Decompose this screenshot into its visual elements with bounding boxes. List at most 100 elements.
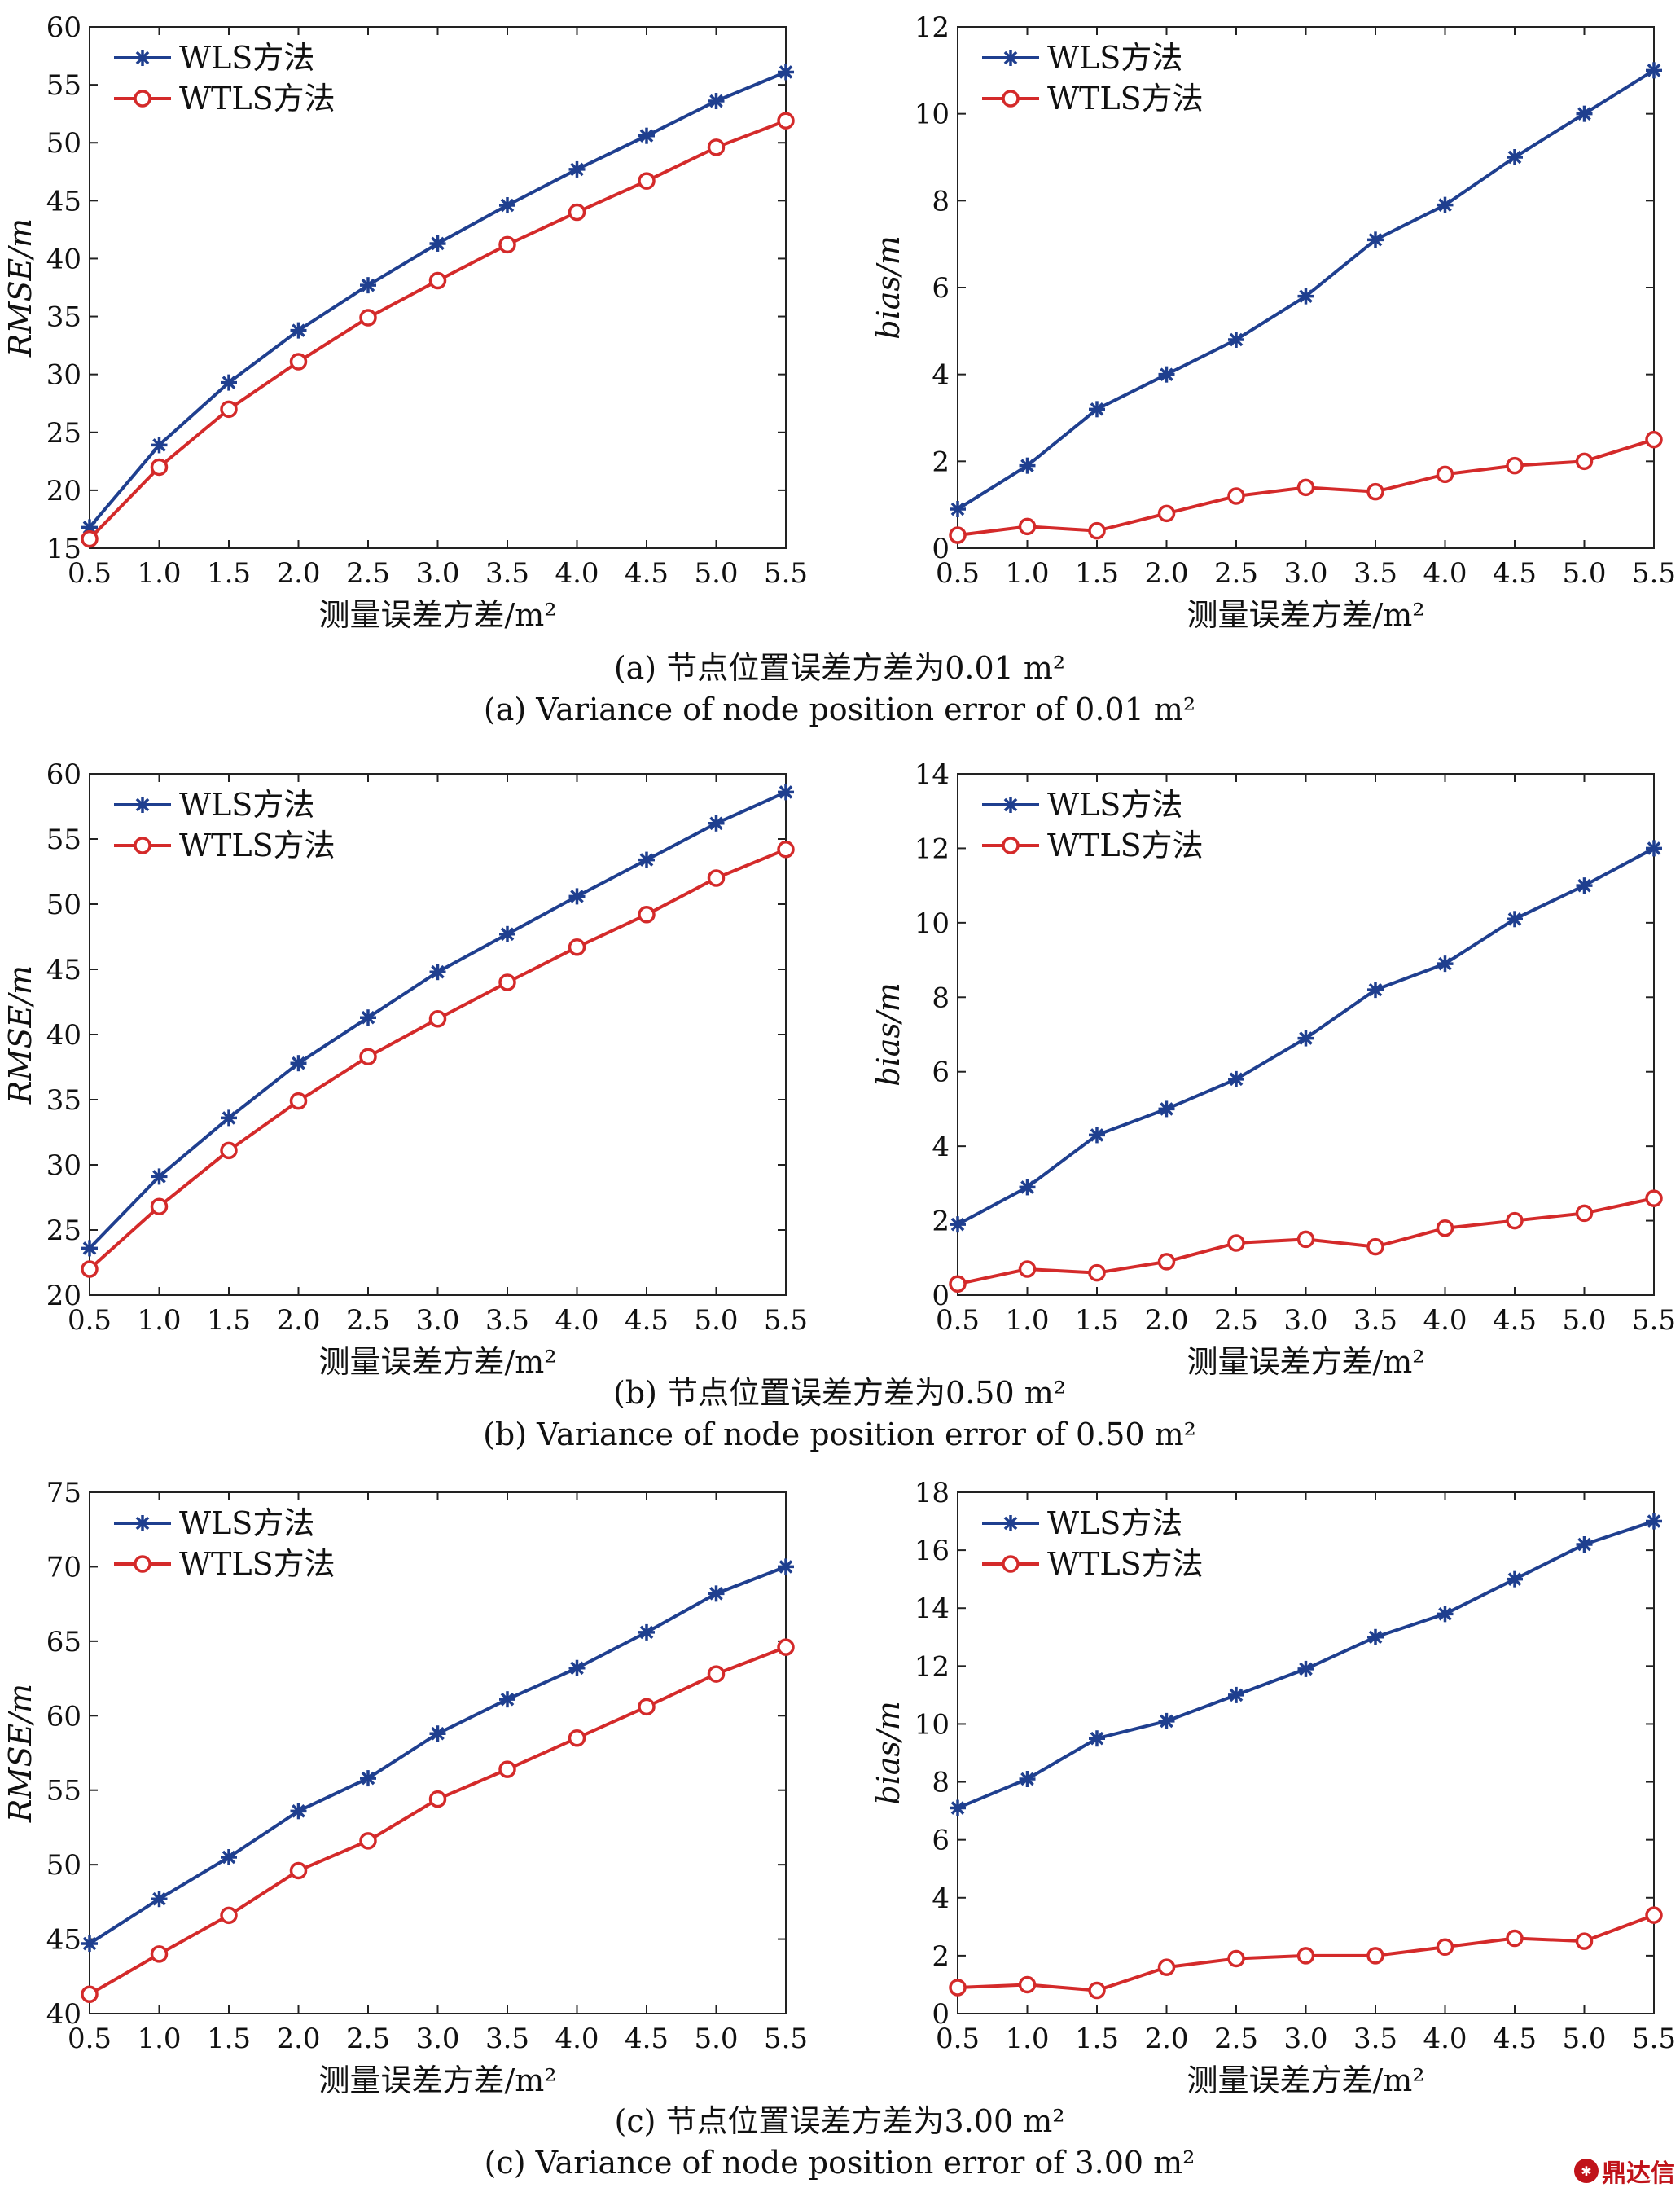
- y-tick-label: 12: [915, 11, 950, 44]
- wls-point: [81, 1935, 98, 1953]
- wtls-point: [220, 400, 238, 419]
- wls-point: [1576, 877, 1593, 894]
- wls-point: [151, 1168, 168, 1185]
- x-tick-label: 0.5: [936, 557, 980, 590]
- wls-point: [1437, 955, 1454, 973]
- chart-c-bias: 0.5 1.0 1.5 2.0 2.5 3.0 3.5 4.0 4.5 5.0 5.5 0 2 4 6 8 10…: [871, 1477, 1676, 2098]
- wls-point: [1646, 62, 1662, 79]
- x-tick-label: 3.5: [485, 2023, 529, 2055]
- wtls-point: [1436, 1219, 1454, 1237]
- legend-wls-label: WLS方法: [179, 787, 314, 823]
- legend-wtls-label: WTLS方法: [1047, 81, 1204, 116]
- x-tick-label: 0.5: [936, 2023, 980, 2055]
- wtls-point: [498, 973, 516, 991]
- wtls-point: [707, 869, 726, 887]
- wls-point: [290, 1803, 307, 1820]
- x-tick-label: 5.5: [1632, 557, 1676, 590]
- wls-series-line: [88, 1565, 787, 1945]
- y-tick-label: 50: [46, 1849, 81, 1882]
- y-tick-label: 20: [46, 475, 81, 507]
- x-tick-label: 5.0: [694, 557, 738, 590]
- x-tick-label: 1.5: [207, 1304, 251, 1337]
- x-tick-label: 3.5: [1353, 557, 1397, 590]
- x-tick-label: 1.5: [1075, 557, 1119, 590]
- wtls-point: [359, 1832, 377, 1850]
- wtls-point: [568, 203, 586, 222]
- legend-wls-label: WLS方法: [1047, 1505, 1182, 1541]
- wtls-point: [359, 309, 377, 327]
- chart-b-rmse: 0.5 1.0 1.5 2.0 2.5 3.0 3.5 4.0 4.5 5.0 5.5 20 25 30 3…: [2, 758, 808, 1380]
- x-tick-label: 3.5: [1353, 1304, 1397, 1337]
- x-tick-label: 2.5: [1214, 1304, 1258, 1337]
- x-tick-label: 2.0: [1144, 1304, 1188, 1337]
- y-tick-label: 70: [46, 1551, 81, 1584]
- x-axis-label: 测量误差方差/m²: [318, 597, 556, 633]
- x-tick-label: 4.5: [625, 557, 669, 590]
- x-tick-label: 4.5: [1493, 557, 1537, 590]
- wtls-point: [1575, 1932, 1594, 1950]
- x-axis-label: 测量误差方差/m²: [318, 1344, 556, 1380]
- wls-point: [221, 374, 237, 391]
- wtls-point: [777, 841, 795, 859]
- legend-wls-label: WLS方法: [179, 40, 314, 76]
- x-tick-label: 1.0: [1005, 2023, 1049, 2055]
- wls-series-line: [88, 70, 787, 529]
- y-axis-label: RMSE/m: [2, 218, 38, 358]
- watermark-logo: ✱ 鼎达信: [1574, 2153, 1675, 2189]
- wtls-point: [1575, 1204, 1594, 1223]
- wls-point: [1367, 1628, 1384, 1645]
- wls-point: [950, 1216, 966, 1233]
- wtls-point: [1366, 1237, 1384, 1256]
- wtls-series-line: [88, 847, 787, 1271]
- x-tick-label: 4.5: [625, 1304, 669, 1337]
- x-axis-label: 测量误差方差/m²: [1187, 1344, 1424, 1380]
- y-tick-label: 35: [46, 301, 81, 334]
- legend-wtls-label: WTLS方法: [1047, 828, 1204, 863]
- wtls-point: [1088, 1981, 1106, 2000]
- y-tick-label: 8: [932, 982, 950, 1014]
- wtls-point: [1296, 1947, 1315, 1965]
- wtls-point: [1575, 452, 1594, 471]
- wls-point: [81, 1240, 98, 1257]
- wls-point: [950, 501, 966, 517]
- legend-star-marker: [134, 1515, 151, 1531]
- wtls-point: [359, 1048, 377, 1065]
- wls-point: [568, 888, 586, 905]
- y-tick-label: 55: [46, 824, 81, 856]
- wls-point: [360, 1770, 376, 1787]
- wtls-point: [638, 1698, 656, 1716]
- wtls-point: [707, 138, 726, 156]
- y-tick-label: 50: [46, 127, 81, 160]
- wls-point: [1228, 1686, 1244, 1703]
- wls-point: [638, 851, 655, 868]
- wls-point: [1646, 840, 1662, 857]
- x-tick-label: 2.0: [1144, 557, 1188, 590]
- caption-a-en: (a) Variance of node position error of 0…: [484, 692, 1195, 727]
- wtls-point: [1296, 1230, 1315, 1249]
- wtls-point: [949, 526, 967, 544]
- x-tick-label: 2.5: [346, 557, 390, 590]
- wtls-point: [498, 235, 516, 254]
- wtls-point: [777, 112, 795, 130]
- wls-point: [1019, 1179, 1036, 1196]
- y-tick-label: 2: [932, 1940, 950, 1973]
- y-tick-label: 60: [46, 1700, 81, 1733]
- wtls-point: [949, 1275, 967, 1294]
- wls-point: [1507, 1570, 1523, 1588]
- wls-point: [1019, 457, 1036, 474]
- x-tick-label: 4.5: [1493, 1304, 1537, 1337]
- wls-point: [499, 197, 515, 214]
- y-axis-label: bias/m: [871, 235, 906, 339]
- wls-point: [1228, 1070, 1244, 1087]
- x-tick-label: 3.0: [1283, 557, 1327, 590]
- y-tick-label: 8: [932, 1767, 950, 1799]
- legend-wtls-label: WTLS方法: [179, 1546, 336, 1582]
- wtls-point: [1506, 1929, 1524, 1948]
- x-tick-label: 5.0: [1562, 557, 1606, 590]
- wls-point: [708, 815, 725, 832]
- y-tick-label: 10: [915, 99, 950, 131]
- wtls-point: [707, 1665, 726, 1683]
- y-tick-label: 14: [915, 758, 950, 791]
- x-tick-label: 2.5: [1214, 557, 1258, 590]
